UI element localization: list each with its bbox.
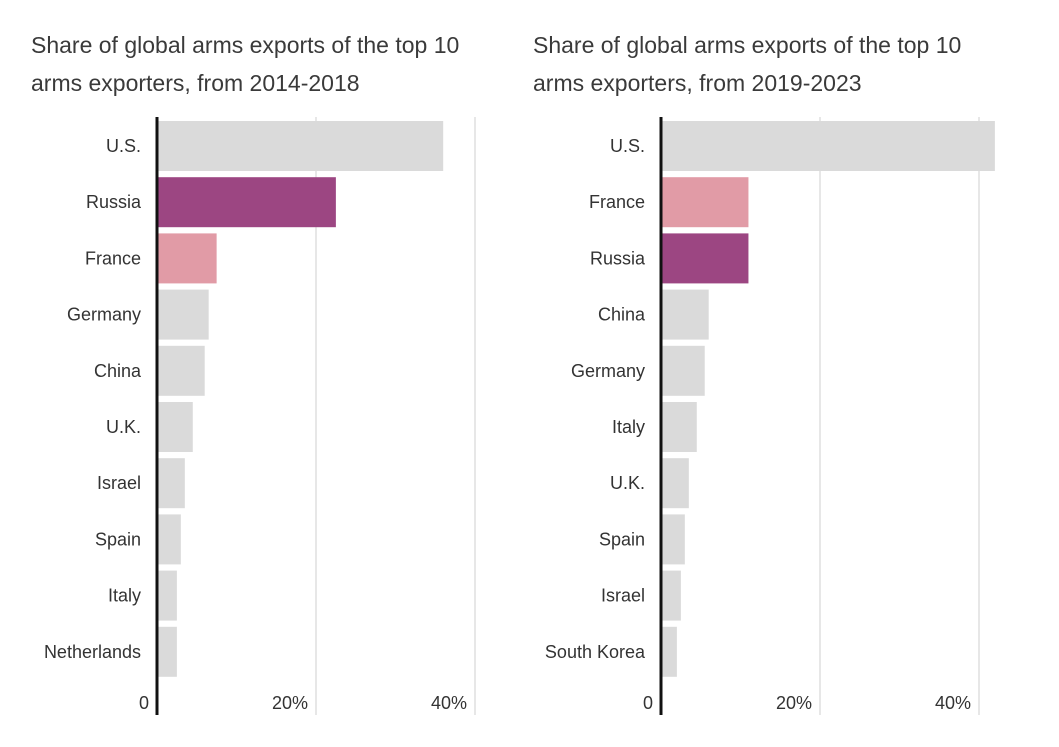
category-label-china: China <box>94 361 142 381</box>
category-label-spain: Spain <box>95 529 141 549</box>
bar-u-k <box>157 402 193 452</box>
category-label-germany: Germany <box>67 305 141 325</box>
category-label-u-s: U.S. <box>610 136 645 156</box>
bar-italy <box>157 570 177 621</box>
category-label-france: France <box>589 192 645 212</box>
bar-u-s <box>661 121 995 171</box>
tick-label-40pct: 40% <box>431 693 467 713</box>
category-label-israel: Israel <box>601 586 645 606</box>
chart-title: Share of global arms exports of the top … <box>533 26 1053 102</box>
chart-title-line-2: arms exporters, from 2019-2023 <box>533 70 862 96</box>
bar-italy <box>661 402 697 452</box>
category-label-italy: Italy <box>612 417 645 437</box>
bar-france <box>661 177 749 228</box>
chart-title: Share of global arms exports of the top … <box>31 26 501 102</box>
bar-russia <box>157 177 336 228</box>
category-label-israel: Israel <box>97 473 141 493</box>
bar-south-korea <box>661 626 677 677</box>
category-label-south-korea: South Korea <box>545 642 646 662</box>
category-label-u-s: U.S. <box>106 136 141 156</box>
chart-panel-2019-2023: Share of global arms exports of the top … <box>504 0 1059 747</box>
bar-spain <box>157 514 181 565</box>
tick-label-20pct: 20% <box>776 693 812 713</box>
tick-label-20pct: 20% <box>272 693 308 713</box>
bar-u-s <box>157 121 444 171</box>
category-label-china: China <box>598 305 646 325</box>
category-label-russia: Russia <box>86 192 142 212</box>
chart-title-line-1: Share of global arms exports of the top … <box>533 32 962 58</box>
bar-france <box>157 233 217 284</box>
chart-panel-2014-2018: Share of global arms exports of the top … <box>0 0 510 747</box>
category-label-netherlands: Netherlands <box>44 642 141 662</box>
category-label-germany: Germany <box>571 361 645 381</box>
category-label-u-k: U.K. <box>106 417 141 437</box>
bar-netherlands <box>157 626 177 677</box>
category-label-italy: Italy <box>108 586 141 606</box>
bar-germany <box>157 289 209 340</box>
tick-label-0: 0 <box>643 693 653 713</box>
category-label-u-k: U.K. <box>610 473 645 493</box>
bar-russia <box>661 233 749 284</box>
chart-title-line-2: arms exporters, from 2014-2018 <box>31 70 360 96</box>
bar-germany <box>661 345 705 396</box>
bar-chart-2019-2023: U.S. France Russia China Germany Italy U.K. Spa… <box>545 117 995 715</box>
bar-israel <box>661 570 681 621</box>
tick-label-40pct: 40% <box>935 693 971 713</box>
bar-spain <box>661 514 685 565</box>
bar-china <box>157 345 205 396</box>
category-label-russia: Russia <box>590 248 646 268</box>
chart-title-line-1: Share of global arms exports of the top … <box>31 32 460 58</box>
bar-china <box>661 289 709 340</box>
bar-u-k <box>661 458 689 509</box>
bar-chart-2014-2018: U.S. Russia France Germany China U.K. Israel Sp… <box>44 117 476 715</box>
bar-israel <box>157 458 185 509</box>
category-label-france: France <box>85 248 141 268</box>
category-label-spain: Spain <box>599 529 645 549</box>
tick-label-0: 0 <box>139 693 149 713</box>
